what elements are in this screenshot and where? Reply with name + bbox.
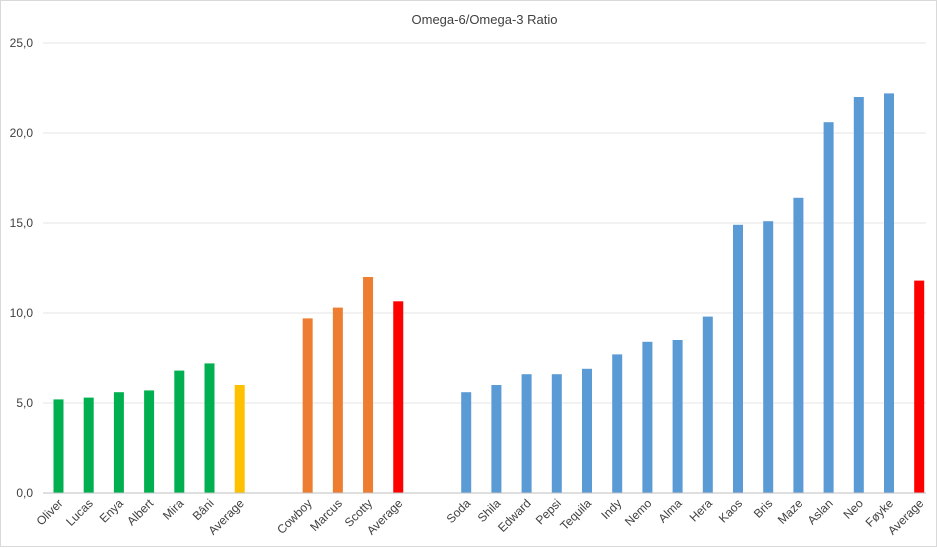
bar-indy <box>612 354 623 493</box>
x-tick-label: Cowboy <box>274 496 315 537</box>
x-tick-label: Albert <box>124 496 157 529</box>
y-tick-label: 5,0 <box>16 396 33 410</box>
bar-maze <box>793 197 804 494</box>
bar-average <box>914 280 925 493</box>
bar-hera <box>702 316 713 493</box>
bar-neo <box>853 97 864 493</box>
x-tick-label: Marcus <box>307 496 345 534</box>
x-tick-label: Lucas <box>63 496 96 529</box>
bar-pepsi <box>551 374 562 493</box>
bar-scotty <box>363 277 374 493</box>
bar-kaos <box>733 224 743 494</box>
bar-tequila <box>582 368 592 493</box>
x-tick-label: Nemo <box>622 496 655 529</box>
bar-soda <box>461 392 472 493</box>
bar-mira <box>174 370 185 493</box>
bar-nemo <box>642 341 653 493</box>
bar-cowboy <box>302 318 313 493</box>
bar-average <box>393 301 404 493</box>
y-tick-label: 25,0 <box>10 36 34 50</box>
x-tick-label: Aslan <box>805 496 836 527</box>
bar-lucas <box>83 397 94 493</box>
y-tick-label: 15,0 <box>10 216 34 230</box>
bar-average <box>234 385 245 493</box>
bar-aslan <box>823 122 834 493</box>
bar-marcus <box>332 307 343 493</box>
bar-alma <box>672 340 683 493</box>
x-tick-label: Indy <box>598 496 624 522</box>
x-tick-label: Soda <box>444 496 474 526</box>
y-tick-label: 0,0 <box>16 486 33 500</box>
bar-albert <box>144 390 155 493</box>
bar-shila <box>491 385 502 493</box>
x-tick-label: Mira <box>160 496 187 523</box>
y-tick-label: 10,0 <box>10 306 34 320</box>
bars <box>53 93 925 494</box>
bar-bris <box>763 221 774 493</box>
x-tick-label: Oliver <box>34 496 66 528</box>
x-tick-label: Kaos <box>716 496 745 525</box>
bar-edward <box>521 374 532 493</box>
x-tick-label: Tequila <box>557 496 594 533</box>
bar-oliver <box>53 399 64 493</box>
x-tick-label: Alma <box>655 496 684 525</box>
x-tick-label: Neo <box>840 496 866 522</box>
bar-b-ni <box>204 363 215 493</box>
chart-title: Omega-6/Omega-3 Ratio <box>412 12 558 27</box>
y-tick-label: 20,0 <box>10 126 34 140</box>
x-tick-label: Bâni <box>190 496 217 523</box>
x-tick-label: Maze <box>775 496 806 527</box>
bar-enya <box>113 392 124 493</box>
x-tick-label: Enya <box>97 496 126 525</box>
bar-f-yke <box>884 93 894 494</box>
x-tick-label: Bris <box>751 496 776 521</box>
x-tick-label: Edward <box>495 496 534 535</box>
x-tick-label: Hera <box>687 496 716 525</box>
